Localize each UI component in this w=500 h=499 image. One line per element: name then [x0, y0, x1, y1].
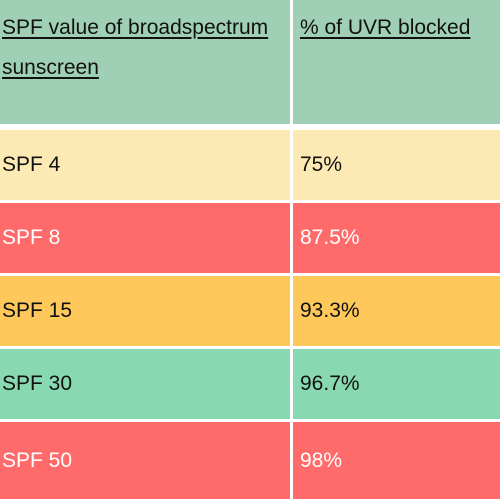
- table-cell: SPF 4: [0, 130, 290, 200]
- table-cell: 93.3%: [293, 276, 500, 346]
- table-cell: SPF 8: [0, 203, 290, 273]
- header-text: % of UVR blocked: [300, 16, 471, 39]
- table-cell: 87.5%: [293, 203, 500, 273]
- table-cell: 75%: [293, 130, 500, 200]
- table-cell: SPF 30: [0, 349, 290, 419]
- table-cell: SPF 15: [0, 276, 290, 346]
- header-cell: SPF value of broadspectrum sunscreen: [0, 0, 290, 124]
- header-text: SPF value of broadspectrum sunscreen: [2, 16, 269, 79]
- header-cell: % of UVR blocked: [293, 0, 500, 124]
- table-cell: 98%: [293, 422, 500, 499]
- table-cell: 96.7%: [293, 349, 500, 419]
- table-cell: SPF 50: [0, 422, 290, 499]
